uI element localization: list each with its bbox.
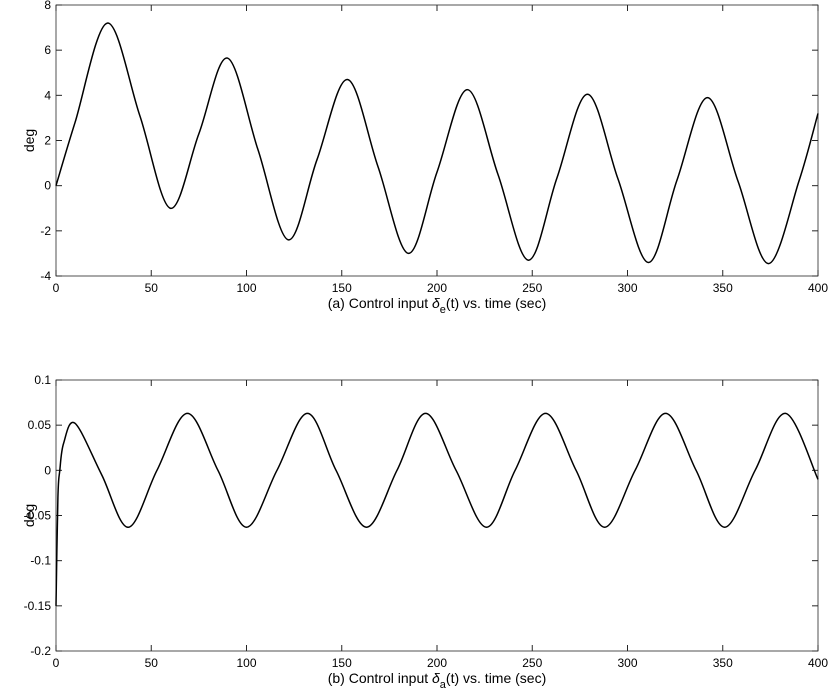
x-tick-label: 350 bbox=[713, 281, 733, 295]
y-tick-label: 0.1 bbox=[34, 373, 51, 387]
y-axis-label: deg bbox=[21, 504, 37, 527]
x-tick-label: 150 bbox=[332, 281, 352, 295]
y-tick-label: 0 bbox=[44, 463, 51, 477]
x-tick-label: 50 bbox=[145, 656, 159, 670]
x-tick-label: 150 bbox=[332, 656, 352, 670]
y-tick-label: -4 bbox=[40, 269, 51, 283]
y-tick-label: -0.15 bbox=[24, 599, 52, 613]
x-axis-label-part: (t) vs. time (sec) bbox=[446, 295, 546, 311]
x-tick-label: 300 bbox=[617, 656, 637, 670]
x-tick-label: 0 bbox=[53, 656, 60, 670]
x-axis-label-part: (t) vs. time (sec) bbox=[446, 670, 546, 686]
x-tick-label: 50 bbox=[145, 281, 159, 295]
x-tick-label: 200 bbox=[427, 656, 447, 670]
y-tick-label: -0.05 bbox=[24, 509, 52, 523]
x-axis-label-part: δ bbox=[432, 670, 440, 686]
plot-area bbox=[55, 4, 819, 277]
x-axis-label: (b) Control input δa(t) vs. time (sec) bbox=[328, 670, 547, 691]
x-tick-label: 400 bbox=[808, 656, 828, 670]
y-tick-label: -0.1 bbox=[30, 554, 51, 568]
y-axis-label: deg bbox=[21, 129, 37, 152]
x-tick-label: 200 bbox=[427, 281, 447, 295]
x-tick-label: 250 bbox=[522, 281, 542, 295]
y-tick-label: 0 bbox=[44, 179, 51, 193]
data-line bbox=[55, 412, 819, 606]
x-tick-label: 100 bbox=[236, 281, 256, 295]
x-tick-label: 250 bbox=[522, 656, 542, 670]
x-axis-label: (a) Control input δe(t) vs. time (sec) bbox=[328, 295, 547, 316]
x-tick-label: 350 bbox=[713, 656, 733, 670]
x-axis-label-part: δ bbox=[432, 295, 440, 311]
y-tick-label: 2 bbox=[44, 134, 51, 148]
x-axis-label-part: (a) Control input bbox=[328, 295, 432, 311]
x-axis-label-part: e bbox=[440, 304, 446, 316]
y-tick-label: 6 bbox=[44, 43, 51, 57]
x-tick-label: 400 bbox=[808, 281, 828, 295]
x-tick-label: 100 bbox=[236, 656, 256, 670]
data-line bbox=[55, 22, 819, 265]
x-tick-label: 300 bbox=[617, 281, 637, 295]
x-axis-label-part: a bbox=[440, 679, 447, 691]
plot-area bbox=[55, 379, 819, 652]
y-tick-label: 0.05 bbox=[28, 418, 52, 432]
x-axis-label-part: (b) Control input bbox=[328, 670, 432, 686]
y-tick-label: 8 bbox=[44, 0, 51, 12]
y-tick-label: -0.2 bbox=[30, 644, 51, 658]
y-tick-label: 4 bbox=[44, 88, 51, 102]
y-tick-label: -2 bbox=[40, 224, 51, 238]
x-tick-label: 0 bbox=[53, 281, 60, 295]
